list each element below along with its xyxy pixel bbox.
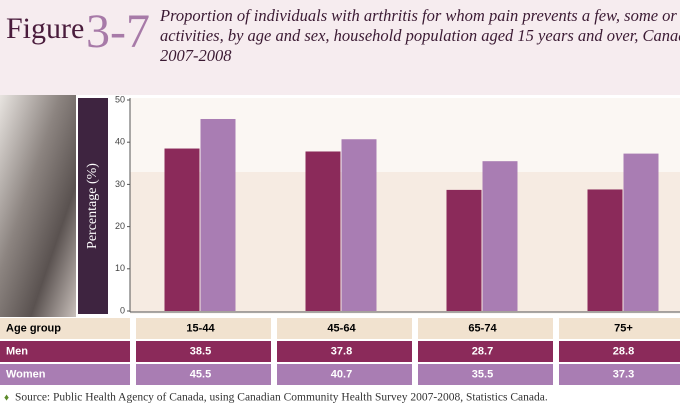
source: Source: Public Health Agency of Canada, … xyxy=(15,392,548,404)
legend-label: Women xyxy=(6,368,46,380)
legend-label: Men xyxy=(6,345,28,357)
table-cell xyxy=(418,364,553,385)
y-tick-label: 50 xyxy=(115,94,125,104)
table-header-label: Age group xyxy=(6,322,61,334)
data-label: 28.8 xyxy=(613,345,634,357)
photo xyxy=(0,95,76,317)
table-cell xyxy=(277,364,412,385)
table-cell xyxy=(136,364,271,385)
bar xyxy=(623,153,659,311)
data-label: 45.5 xyxy=(190,368,211,380)
bar xyxy=(341,139,377,311)
bar xyxy=(587,189,623,311)
x-tick-label: 65-74 xyxy=(468,322,497,334)
table-header-row xyxy=(0,318,130,339)
table-header-cell xyxy=(277,318,412,339)
chart-title: Proportion of individuals with arthritis… xyxy=(160,6,680,65)
x-tick-label: 15-44 xyxy=(186,322,215,334)
table-cell xyxy=(559,364,680,385)
data-label: 35.5 xyxy=(472,368,493,380)
bar xyxy=(446,189,482,311)
table-row-label-cell xyxy=(0,341,130,362)
y-tick-label: 40 xyxy=(115,137,125,147)
figure-number: 3-7 xyxy=(86,5,150,58)
y-tick-label: 30 xyxy=(115,179,125,189)
data-label: 37.3 xyxy=(613,368,634,380)
data-label: 38.5 xyxy=(190,345,211,357)
table-cell xyxy=(418,341,553,362)
data-label: 40.7 xyxy=(331,368,352,380)
bar xyxy=(482,161,518,311)
y-tick-label: 0 xyxy=(120,305,125,315)
table-header-cell xyxy=(136,318,271,339)
table-header-cell xyxy=(418,318,553,339)
table-header-cell xyxy=(559,318,680,339)
bullet: ♦ xyxy=(4,393,9,404)
y-label-panel xyxy=(78,98,108,314)
y-tick-label: 20 xyxy=(115,221,125,231)
x-tick-label: 45-64 xyxy=(327,322,356,334)
table-cell xyxy=(277,341,412,362)
header: Figure 3-7 Proportion of individuals wit… xyxy=(0,0,680,95)
x-tick-label: 75+ xyxy=(614,322,633,334)
bar xyxy=(164,148,200,311)
data-label: 37.8 xyxy=(331,345,352,357)
bar xyxy=(305,151,341,311)
table-row-label-cell xyxy=(0,364,130,385)
table-cell xyxy=(559,341,680,362)
figure-label: Figure xyxy=(6,12,85,45)
bar xyxy=(200,118,236,312)
y-tick-label: 10 xyxy=(115,263,125,273)
data-label: 28.7 xyxy=(472,345,493,357)
table-cell xyxy=(136,341,271,362)
y-axis-label: Percentage (%) xyxy=(85,163,100,249)
